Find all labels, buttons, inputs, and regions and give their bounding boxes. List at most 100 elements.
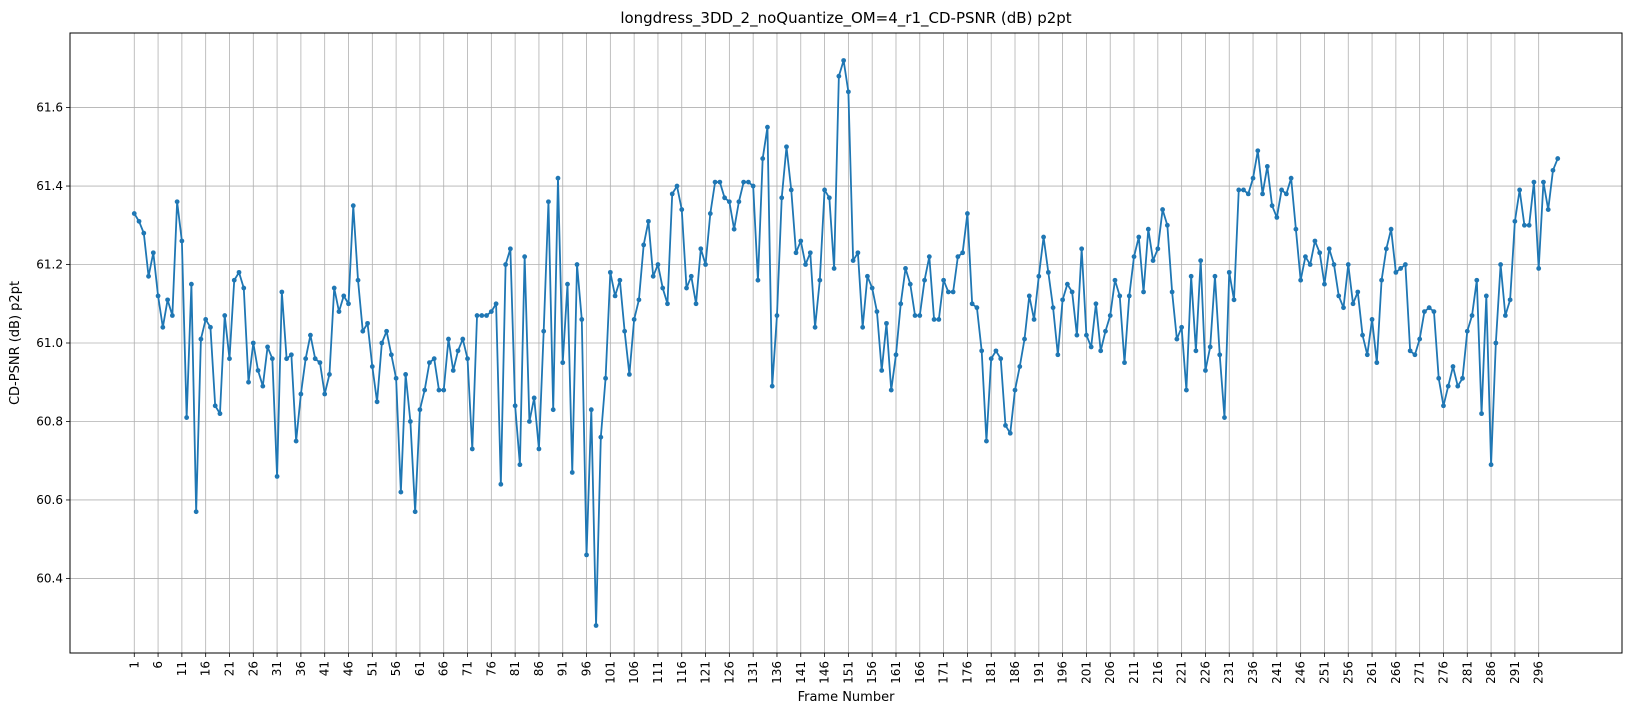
x-tick-label: 256: [1341, 661, 1355, 684]
data-point: [1522, 222, 1527, 228]
x-tick-label: 76: [484, 661, 498, 676]
x-tick-label: 66: [437, 661, 451, 676]
data-point: [1283, 191, 1289, 197]
x-tick-label: 206: [1103, 661, 1117, 684]
data-point: [950, 289, 956, 295]
data-point: [436, 387, 442, 393]
data-point: [898, 301, 904, 307]
data-point: [884, 320, 889, 326]
x-tick-label: 6: [151, 661, 165, 669]
data-point: [422, 387, 428, 393]
data-point: [455, 348, 461, 354]
y-tick-label: 60.4: [36, 571, 63, 585]
data-point: [398, 489, 404, 495]
data-point: [231, 277, 237, 283]
x-tick-label: 271: [1413, 661, 1427, 684]
data-point: [760, 156, 766, 161]
data-point: [717, 179, 723, 185]
data-point: [1398, 266, 1404, 271]
data-point: [1498, 262, 1503, 267]
data-point: [369, 364, 375, 369]
data-point: [703, 262, 708, 267]
data-point: [250, 340, 256, 346]
data-point: [412, 509, 418, 515]
x-tick-label: 241: [1270, 661, 1284, 684]
data-point: [379, 340, 385, 346]
data-point: [1241, 187, 1246, 193]
data-point: [912, 313, 918, 318]
data-point: [665, 301, 670, 307]
data-point: [155, 293, 161, 299]
data-point: [1279, 187, 1285, 193]
data-point: [793, 250, 799, 256]
data-point: [1026, 293, 1032, 299]
x-axis: 1 6 11 16 21 26 31 36 41 46 51 56 61 66 71 76 81 86 91 96 10…: [127, 653, 1546, 684]
data-point: [1555, 156, 1561, 161]
data-point: [141, 230, 147, 236]
data-point: [693, 301, 699, 307]
data-point: [907, 281, 913, 287]
data-point: [1264, 164, 1270, 169]
data-point: [131, 211, 137, 216]
data-point: [1017, 364, 1023, 369]
data-point: [936, 317, 942, 322]
data-point: [1107, 313, 1113, 318]
data-point: [755, 277, 761, 283]
x-tick-label: 106: [627, 661, 641, 684]
x-tick-label: 31: [270, 661, 284, 676]
x-tick-label: 181: [984, 661, 998, 684]
data-point: [1322, 281, 1327, 287]
data-point: [850, 258, 856, 263]
x-tick-label: 291: [1508, 661, 1522, 684]
data-point: [765, 124, 770, 130]
x-tick-label: 226: [1198, 661, 1212, 684]
x-tick-label: 101: [603, 661, 617, 684]
data-point: [1531, 179, 1537, 185]
y-axis: 60.4 60.6 60.8 61.0 61.2 61.4 61.6: [36, 101, 70, 585]
data-point: [498, 481, 504, 487]
x-tick-label: 176: [960, 661, 974, 684]
data-point: [1007, 430, 1013, 436]
data-point: [1383, 246, 1389, 252]
data-point: [284, 356, 290, 362]
data-point: [217, 411, 223, 417]
data-point: [1183, 387, 1189, 393]
data-point: [1255, 148, 1261, 154]
chart-title: longdress_3DD_2_noQuantize_OM=4_r1_CD-PS…: [620, 9, 1071, 28]
x-tick-label: 146: [818, 661, 832, 684]
data-point: [327, 371, 332, 377]
data-point: [1131, 254, 1137, 260]
data-point: [965, 211, 970, 216]
x-tick-label: 46: [342, 661, 356, 676]
data-point: [417, 407, 423, 413]
data-point: [836, 73, 842, 79]
data-point: [1093, 301, 1099, 307]
data-point: [617, 277, 623, 283]
x-tick-label: 186: [1008, 661, 1022, 684]
data-point: [579, 317, 585, 322]
data-point: [1288, 175, 1294, 181]
data-point: [450, 368, 456, 373]
data-point: [136, 218, 142, 224]
data-point: [960, 250, 966, 256]
data-point: [784, 144, 789, 150]
x-tick-label: 296: [1532, 661, 1546, 684]
x-tick-label: 81: [508, 661, 522, 676]
data-point: [1388, 226, 1394, 232]
data-point: [646, 218, 651, 224]
data-point: [741, 179, 747, 185]
data-point: [303, 356, 309, 362]
data-point: [212, 403, 218, 409]
data-point: [1179, 324, 1185, 330]
data-point: [1069, 289, 1075, 295]
data-point: [1407, 348, 1413, 354]
data-point: [1031, 317, 1037, 322]
data-point: [460, 336, 466, 342]
data-point: [688, 273, 694, 279]
x-tick-label: 71: [461, 661, 475, 676]
data-point: [1455, 383, 1461, 389]
data-point: [941, 277, 946, 283]
data-point: [684, 285, 689, 291]
x-tick-label: 281: [1460, 661, 1474, 684]
data-point: [998, 356, 1004, 362]
